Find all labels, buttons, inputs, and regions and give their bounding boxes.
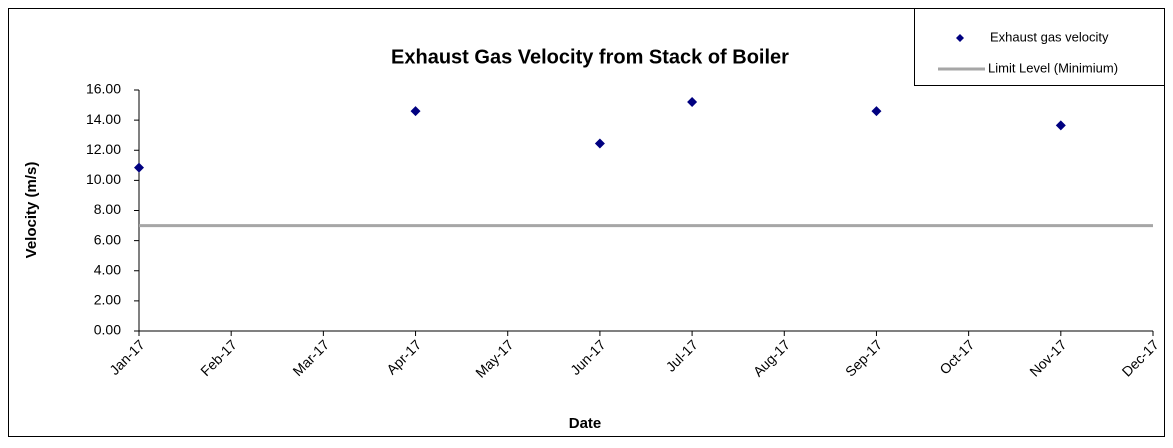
x-axis-label: Date — [569, 415, 602, 432]
y-axis-label: Velocity (m/s) — [23, 162, 40, 259]
legend — [914, 8, 1165, 86]
y-tick-label: 2.00 — [94, 292, 121, 308]
y-tick-label: 8.00 — [94, 201, 121, 217]
data-point — [594, 138, 605, 149]
y-tick-label: 14.00 — [86, 111, 121, 127]
data-point — [134, 162, 144, 173]
data-point — [410, 106, 421, 117]
y-tick-label: 6.00 — [94, 231, 121, 247]
chart-title: Exhaust Gas Velocity from Stack of Boile… — [391, 46, 789, 68]
legend-swatch — [956, 34, 964, 42]
data-point — [871, 106, 882, 117]
y-tick-label: 0.00 — [94, 322, 121, 338]
y-tick-label: 12.00 — [86, 141, 121, 157]
legend-label: Exhaust gas velocity — [990, 29, 1109, 44]
legend-label: Limit Level (Minimium) — [988, 60, 1118, 75]
data-point — [687, 97, 698, 108]
y-tick-label: 10.00 — [86, 171, 121, 187]
y-tick-label: 16.00 — [86, 81, 121, 97]
y-tick-label: 4.00 — [94, 261, 121, 277]
data-point — [1055, 120, 1066, 131]
